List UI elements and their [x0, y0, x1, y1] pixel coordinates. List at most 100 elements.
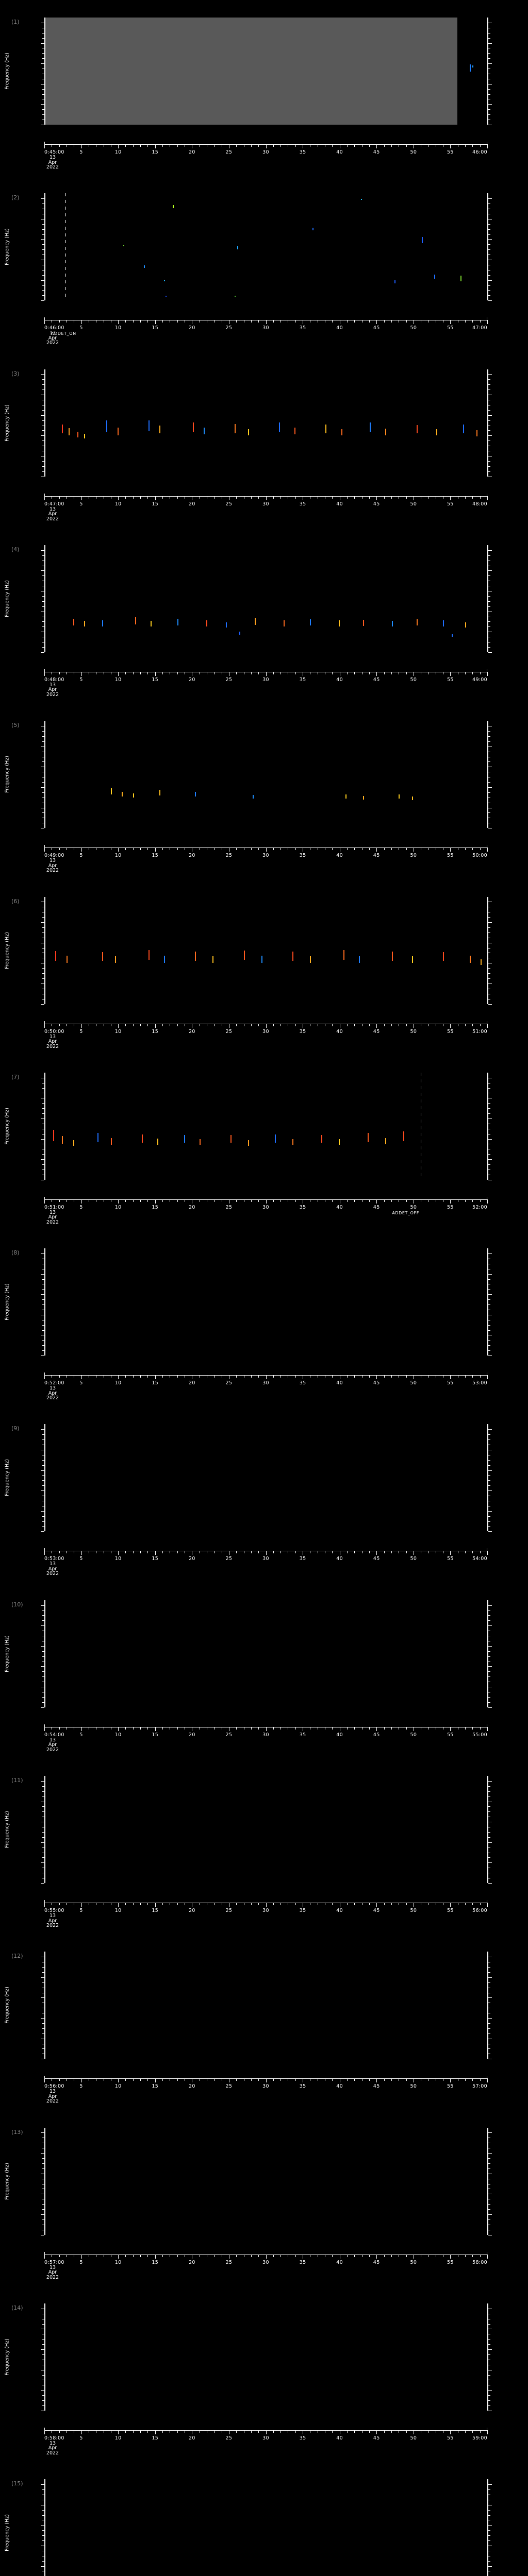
y-tick: [42, 89, 44, 90]
plot-area[interactable]: [44, 721, 487, 828]
x-tick: [147, 1023, 148, 1026]
x-tick: [59, 671, 60, 674]
x-tick-label: 40: [336, 1204, 343, 1210]
y-tick: [41, 1294, 44, 1295]
y-tick: [42, 596, 44, 597]
x-tick: [155, 671, 156, 676]
y-tick: [42, 1113, 44, 1114]
plot-area[interactable]: [44, 896, 487, 1004]
axis-left-spine: [44, 1952, 45, 2059]
x-tick: [406, 1551, 407, 1554]
detection-mark: [151, 621, 152, 627]
x-tick-label: 30: [262, 1556, 269, 1562]
y-tick: [41, 1470, 44, 1471]
x-axis: 0:47:00 5 10 15 20 25 30 35 40 45 50 55 48:00: [44, 493, 488, 507]
x-tick: [465, 320, 466, 323]
x-axis-end-cap: [44, 317, 45, 321]
y-tick: [488, 626, 490, 628]
x-tick: [133, 2254, 134, 2257]
x-tick-label: 40: [336, 325, 343, 331]
y-tick: [42, 2515, 44, 2516]
axis-right-spine: [487, 1424, 488, 1532]
plot-area[interactable]: [44, 369, 487, 477]
y-axis: Frequency (Hz)10008006004002000: [0, 2303, 44, 2411]
plot-area[interactable]: [44, 2303, 487, 2411]
x-tick: [487, 671, 488, 676]
y-tick: [42, 1832, 44, 1833]
plot-area[interactable]: [44, 1776, 487, 1883]
x-tick: [44, 320, 45, 325]
y-tick: [488, 1480, 490, 1481]
y-tick: [42, 53, 44, 54]
y-tick-group-right: [488, 1248, 493, 1357]
x-tick-label: 50: [410, 1204, 417, 1210]
y-axis: Frequency (Hz)10008006004002000: [0, 18, 44, 125]
y-axis-title: Frequency (Hz): [4, 931, 10, 969]
x-tick: [59, 144, 60, 147]
plot-area[interactable]: [44, 2127, 487, 2235]
x-tick: [59, 1199, 60, 1202]
x-tick: [258, 144, 259, 147]
plot-area[interactable]: [44, 1952, 487, 2059]
plot-area[interactable]: [44, 193, 487, 301]
detection-mark: [163, 279, 165, 281]
x-tick-label: 30: [262, 2435, 269, 2441]
spectrogram-panel: (9) Frequency (Hz)10008006004002000 0:53:…: [0, 1410, 528, 1585]
y-tick: [42, 1857, 44, 1858]
y-axis-title: Frequency (Hz): [4, 2514, 10, 2552]
x-tick-label: 45: [373, 501, 380, 507]
detection-mark: [283, 620, 285, 627]
plot-area[interactable]: [44, 1248, 487, 1356]
x-tick: [295, 1903, 296, 1905]
x-tick: [465, 1199, 466, 1202]
y-tick: [42, 2400, 44, 2401]
y-tick: [488, 1615, 490, 1616]
x-tick-label: 25: [225, 676, 233, 683]
x-tick: [376, 144, 377, 148]
x-tick-label: 5: [79, 2083, 83, 2090]
y-tick: [488, 2484, 492, 2485]
y-tick: [41, 570, 44, 571]
plot-area[interactable]: [44, 1600, 487, 1707]
plot-area[interactable]: [44, 1072, 487, 1180]
x-tick-label: 20: [188, 1908, 195, 1913]
x-tick-label-start: 0:56:00: [44, 2083, 64, 2090]
x-tick: [118, 1199, 119, 1204]
y-tick: [488, 1842, 492, 1843]
x-axis-date: 13 Apr 2022: [46, 682, 59, 698]
y-tick: [41, 374, 44, 375]
x-tick: [147, 2254, 148, 2257]
plot-area[interactable]: [44, 1424, 487, 1532]
plot-area[interactable]: [44, 18, 487, 125]
x-tick: [147, 320, 148, 323]
spectrogram-panel: (12) Frequency (Hz)10008006004002000 0:56…: [0, 1937, 528, 2113]
x-tick-label: 15: [152, 325, 159, 331]
x-tick: [487, 496, 488, 500]
spectrogram-panel: (5) Frequency (Hz)10008006004002000 0:49:…: [0, 706, 528, 882]
y-axis-title: Frequency (Hz): [4, 1635, 10, 1672]
y-tick-group-right: [488, 2128, 493, 2235]
y-tick: [488, 1625, 492, 1626]
x-tick: [125, 1726, 126, 1730]
x-tick: [155, 320, 156, 325]
y-tick: [488, 1355, 492, 1357]
detection-mark: [102, 620, 103, 627]
y-tick: [488, 968, 490, 969]
y-tick: [488, 1434, 490, 1435]
plot-area[interactable]: [44, 545, 487, 652]
x-tick: [133, 2078, 134, 2081]
x-tick-label: 5: [79, 1028, 83, 1035]
x-tick: [147, 144, 148, 147]
x-tick-label: 40: [336, 1028, 343, 1035]
plot-area[interactable]: [44, 2479, 487, 2576]
x-tick: [472, 1726, 473, 1730]
y-tick: [41, 1781, 44, 1782]
y-tick: [42, 575, 44, 577]
x-tick: [59, 1726, 60, 1730]
x-tick: [236, 2254, 237, 2257]
y-tick: [488, 812, 490, 814]
y-tick: [42, 1475, 44, 1476]
x-tick-label: 55: [447, 1908, 454, 1913]
y-tick: [488, 1656, 490, 1657]
y-tick: [42, 275, 44, 276]
